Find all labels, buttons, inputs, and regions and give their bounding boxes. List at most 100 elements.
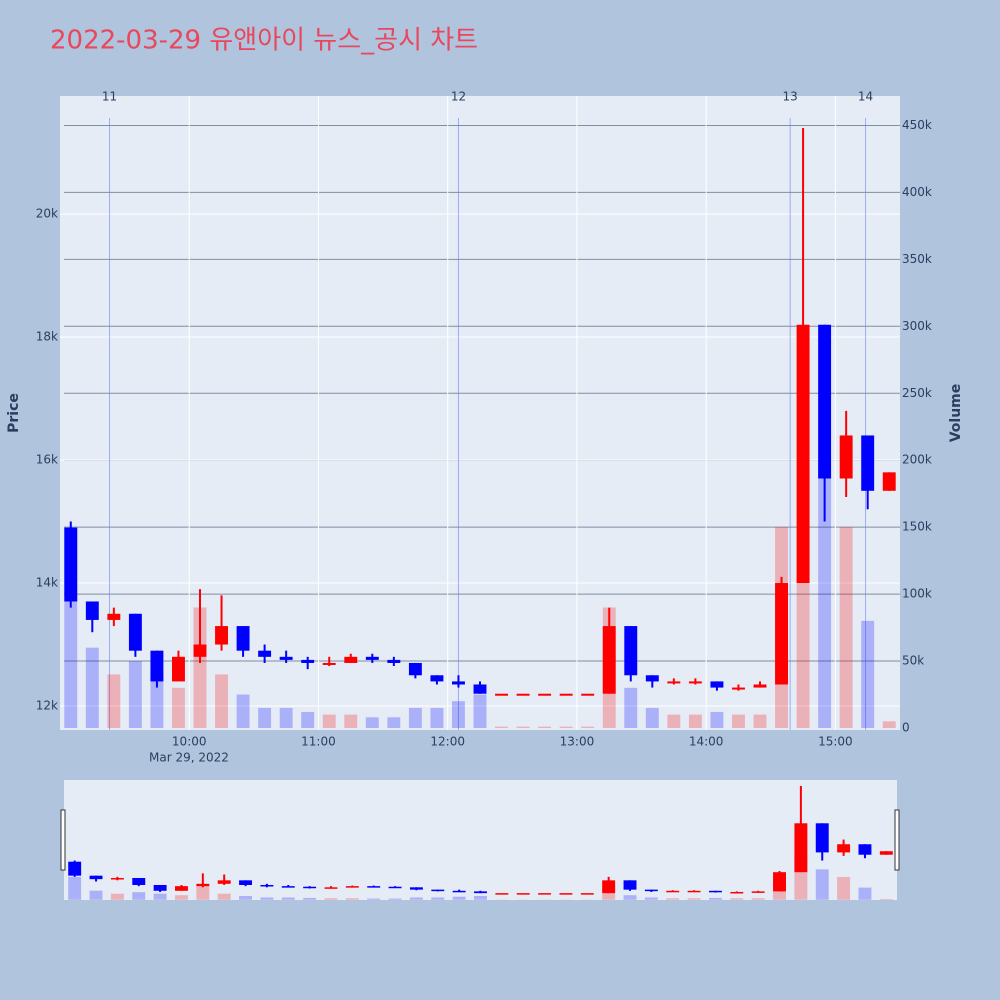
candle-body [301, 659, 315, 663]
volume-bar [128, 661, 142, 728]
mini-candle-body [175, 886, 188, 891]
volume-bar [85, 647, 99, 728]
mini-candle-body [388, 886, 402, 889]
x-tick-label: 13:00 [560, 735, 595, 749]
candle-body [667, 681, 681, 684]
candle-body [64, 527, 78, 602]
mini-candle-body [644, 889, 658, 892]
news-label: 14 [858, 90, 873, 104]
mini-volume-bar [345, 898, 359, 900]
mini-candle-body [110, 878, 124, 880]
candle-body [150, 650, 164, 682]
candle-body [430, 675, 444, 682]
mini-volume-bar [666, 898, 680, 900]
volume-bar [839, 527, 853, 728]
candle-body [688, 681, 702, 684]
volume-bar [882, 721, 896, 728]
y-tick-label: 20k [36, 207, 58, 221]
candle-body [172, 656, 185, 682]
x-date-label: Mar 29, 2022 [149, 751, 229, 765]
candle-body [85, 601, 99, 620]
candle-body [128, 613, 142, 651]
y2-tick-label: 50k [902, 654, 924, 668]
y2-tick-label: 150k [902, 520, 932, 534]
slider-handle[interactable] [894, 809, 900, 871]
mini-volume-bar [751, 898, 765, 900]
volume-bar [559, 726, 573, 728]
candle-body [215, 626, 228, 645]
candle-body [796, 324, 810, 584]
mini-volume-bar [858, 887, 872, 900]
volume-bar [473, 694, 487, 728]
volume-bar [322, 714, 336, 728]
volume-bar [301, 711, 315, 728]
candle-body [753, 684, 767, 688]
volume-bar [861, 620, 875, 728]
y2-tick-label: 200k [902, 453, 932, 467]
x-tick-label: 10:00 [172, 735, 207, 749]
candle-body [818, 324, 832, 479]
volume-bar [818, 460, 832, 728]
mini-candle-body [708, 890, 722, 893]
mini-candle-body [239, 880, 253, 885]
volume-bar [495, 726, 508, 728]
mini-candle-body [602, 880, 616, 894]
x-tick-label: 15:00 [818, 735, 853, 749]
mini-volume-bar [644, 897, 658, 900]
mini-volume-bar [89, 890, 103, 900]
candle-body [344, 656, 358, 663]
volume-bar [624, 687, 638, 728]
mini-candle-body [217, 880, 231, 884]
mini-volume-bar [110, 893, 124, 900]
mini-candle-body [260, 884, 274, 887]
mini-volume-bar [175, 895, 188, 900]
mini-candle-body [687, 890, 701, 893]
candle-body [602, 626, 616, 694]
candle-body [258, 650, 272, 657]
mini-candle-body [89, 875, 103, 880]
candle-body [775, 583, 788, 685]
plot-area [60, 96, 900, 730]
news-label: 11 [102, 90, 117, 104]
volume-bar [667, 714, 681, 728]
candle-body [882, 472, 896, 491]
candle-body [193, 644, 207, 657]
y-tick-label: 14k [36, 576, 58, 590]
candle-body [236, 626, 250, 651]
mini-candle-body [751, 891, 765, 893]
mini-candle-body [516, 893, 530, 895]
volume-bar [215, 674, 228, 728]
mini-volume-bar [196, 886, 210, 900]
mini-volume-bar [623, 895, 637, 900]
mini-candle-body [431, 889, 445, 892]
mini-volume-bar [217, 893, 231, 900]
volume-bar [430, 707, 444, 728]
mini-candle-body [666, 890, 680, 893]
volume-bar [365, 717, 379, 728]
mini-candle-body [730, 891, 744, 894]
mini-volume-bar [260, 897, 274, 900]
volume-bar [150, 674, 164, 728]
y2-tick-label: 300k [902, 319, 932, 333]
volume-bar [193, 607, 207, 728]
candle-body [387, 659, 401, 663]
mini-candle-body [452, 890, 466, 893]
volume-bar [538, 726, 552, 728]
mini-candle-body [773, 872, 786, 892]
y2-tick-label: 250k [902, 386, 932, 400]
y2-tick-label: 350k [902, 252, 932, 266]
volume-bar [581, 726, 595, 728]
mini-volume-bar [730, 898, 744, 900]
y2-tick-label: 450k [902, 118, 932, 132]
x-tick-label: 11:00 [301, 735, 336, 749]
y2-tick-label: 400k [902, 185, 932, 199]
range-slider[interactable] [64, 780, 897, 900]
mini-candle-body [196, 883, 210, 887]
y2-tick-label: 0 [902, 720, 910, 734]
candle-body [624, 626, 638, 676]
mini-candle-body [559, 893, 573, 895]
mini-volume-bar [837, 876, 851, 900]
mini-candle-body [580, 893, 594, 895]
slider-handle[interactable] [60, 809, 66, 871]
volume-bar [387, 717, 401, 728]
